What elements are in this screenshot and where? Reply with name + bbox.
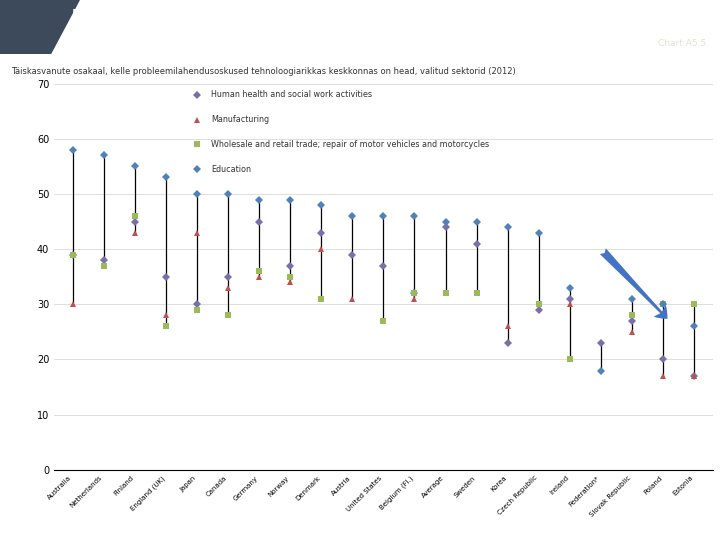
Text: Probleemilahenduse oskus tehnoloogiarikkas keskkonnas
on Eestis madal: Probleemilahenduse oskus tehnoloogiarikk… [72,8,524,38]
Text: Täiskasvanute osakaal, kelle probleemilahendusoskused tehnoloogiarikkas keskkonn: Täiskasvanute osakaal, kelle probleemila… [11,68,516,76]
Text: Chart A5.5.: Chart A5.5. [658,38,709,48]
Text: Human health and social work activities: Human health and social work activities [211,90,372,99]
Text: Education: Education [211,165,251,174]
Text: Manufacturing: Manufacturing [211,115,269,124]
Polygon shape [0,0,79,54]
Text: Wholesale and retail trade; repair of motor vehicles and motorcycles: Wholesale and retail trade; repair of mo… [211,140,489,149]
